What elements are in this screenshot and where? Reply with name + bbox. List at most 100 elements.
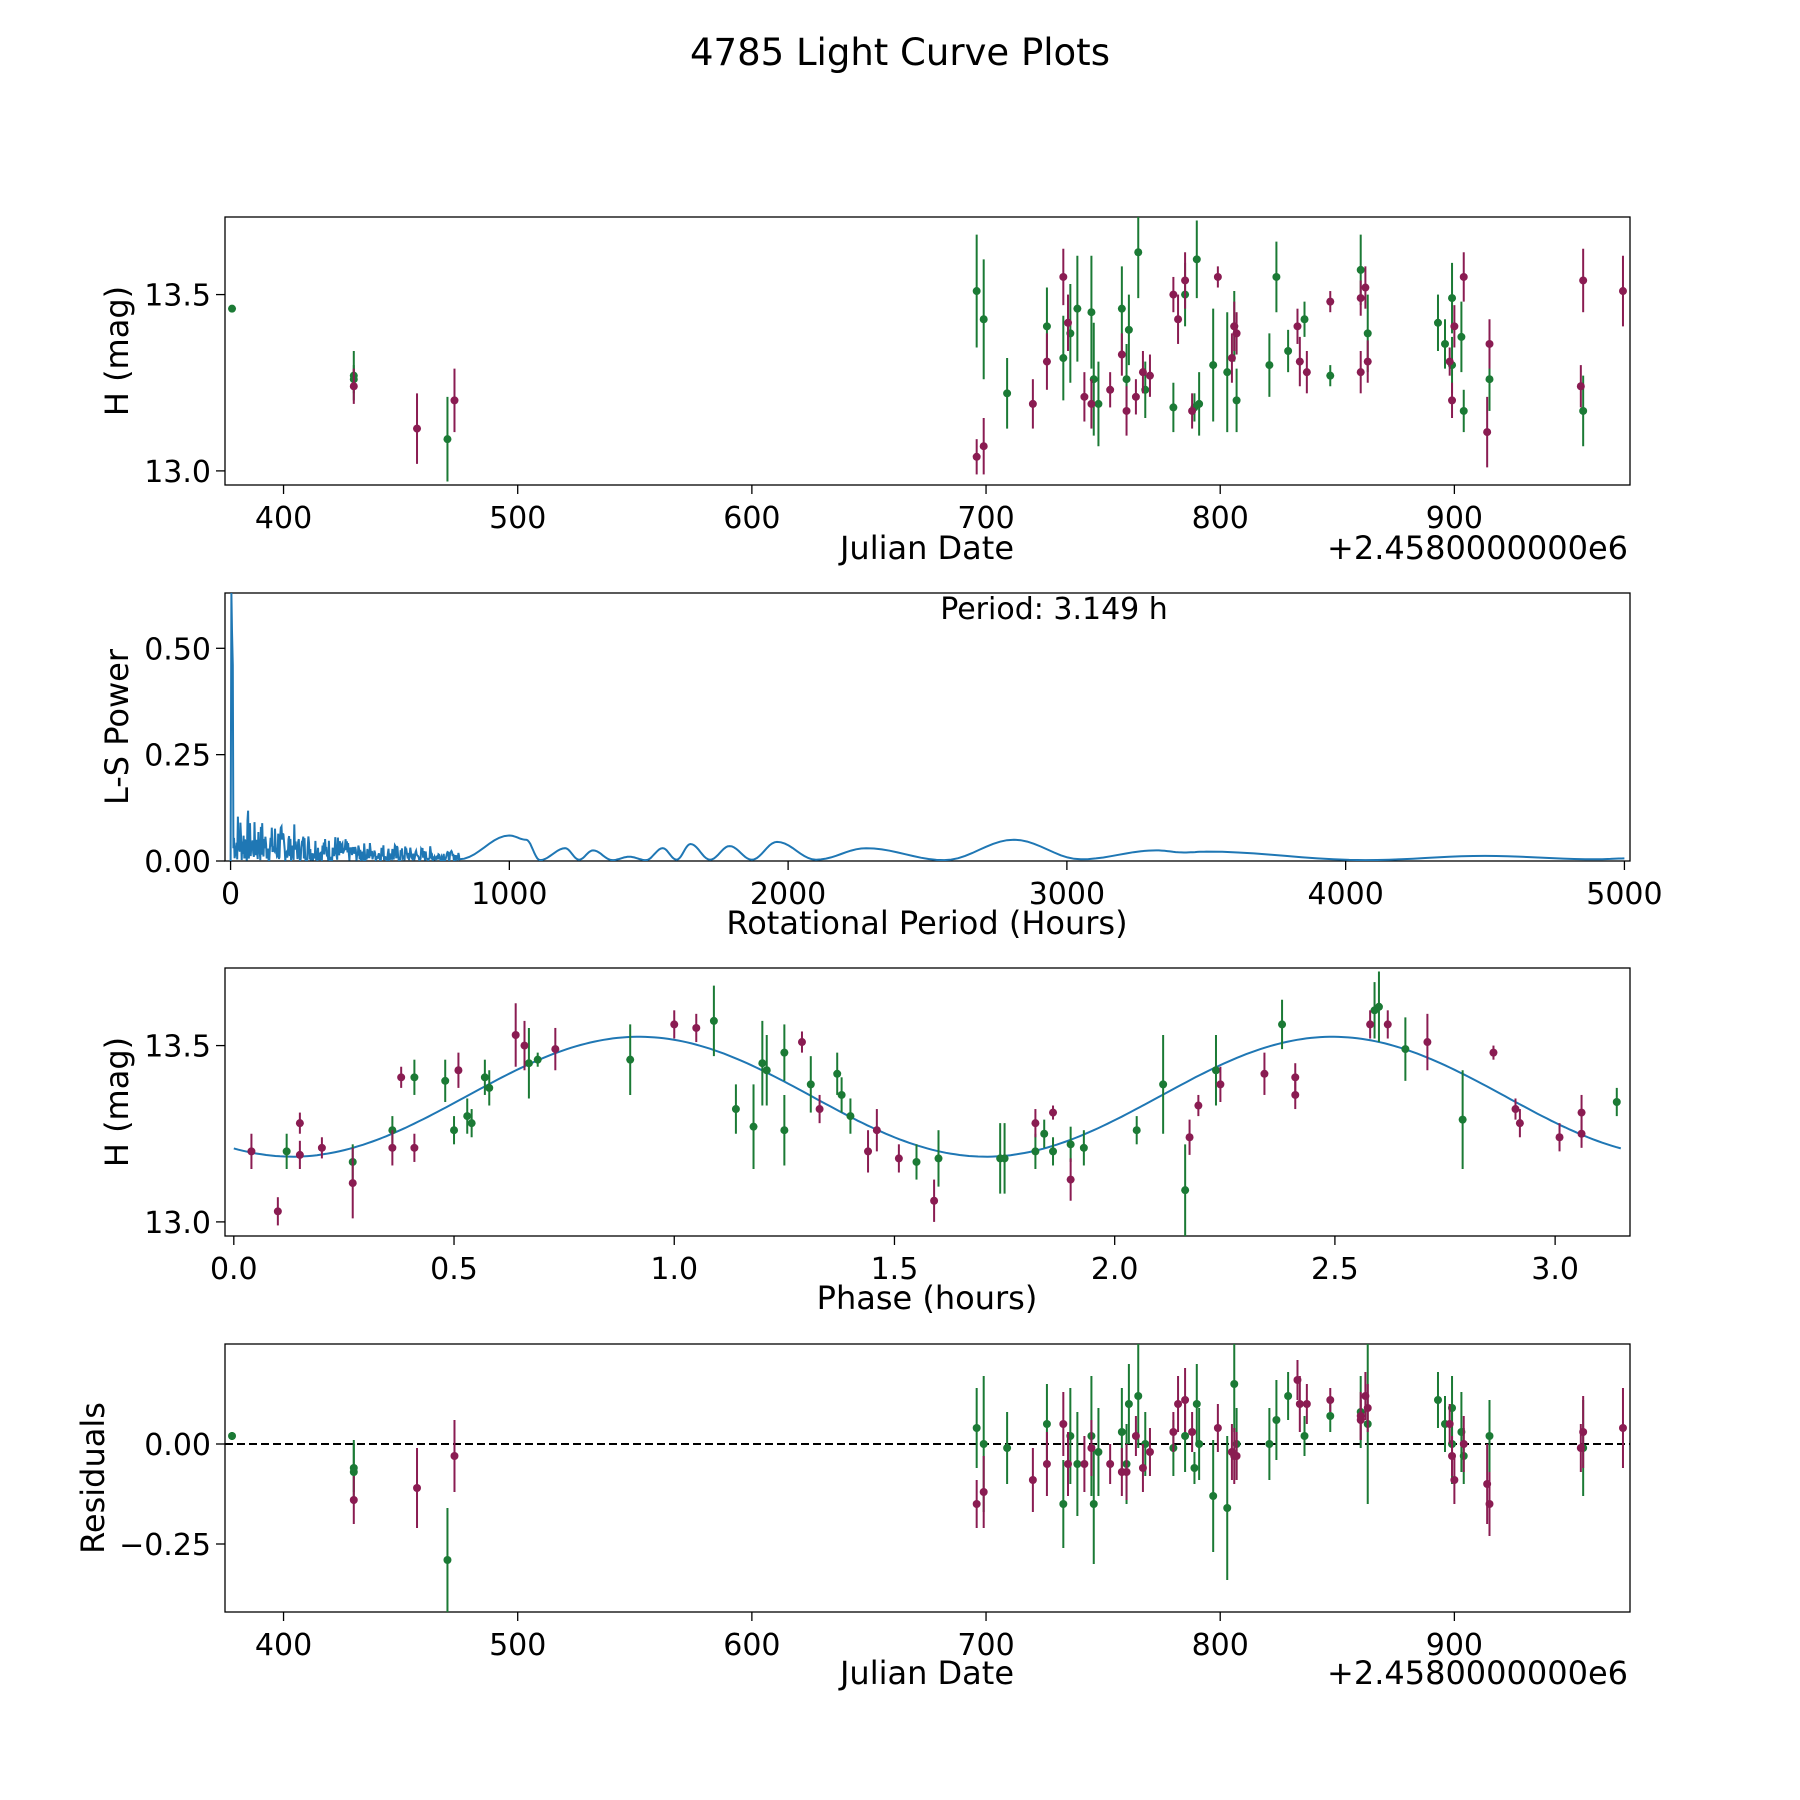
data-point-maroon	[979, 1488, 988, 1496]
data-point-green	[934, 1154, 943, 1163]
data-point-maroon	[1059, 272, 1068, 281]
data-point-maroon	[1326, 1396, 1335, 1404]
data-point-green	[1272, 272, 1281, 281]
data-point-green	[1059, 1500, 1068, 1508]
data-point-maroon	[1618, 287, 1627, 296]
data-point-maroon	[1145, 371, 1154, 380]
data-point-green	[846, 1112, 855, 1121]
data-point-green	[1003, 1444, 1012, 1452]
data-point-maroon	[797, 1038, 806, 1047]
data-point-green	[1326, 371, 1335, 380]
data-point-green	[1181, 1432, 1190, 1440]
residuals-ylabel: Residuals	[74, 1402, 112, 1554]
residuals-ticks: 400 500 600 700 800 900 0.00 −0.25	[119, 1428, 1483, 1663]
data-point-green	[228, 304, 237, 313]
x-tick-label: 600	[723, 1628, 780, 1663]
y-tick-label: 0.25	[144, 739, 211, 774]
data-point-green	[833, 1069, 842, 1078]
data-point-maroon	[1579, 276, 1588, 285]
data-point-maroon	[1213, 1424, 1222, 1432]
data-point-maroon	[1087, 399, 1096, 408]
data-point-green	[1087, 308, 1096, 317]
periodogram-axes-frame	[224, 592, 1631, 862]
data-point-maroon	[1188, 406, 1197, 415]
phased-panel: 0.0 0.5 1.0 1.5 2.0 2.5 3.0 13.0 13.5 H (mag) Ph…	[98, 967, 1631, 1317]
data-point-maroon	[1194, 1101, 1203, 1110]
data-point-maroon	[1106, 385, 1115, 394]
x-tick-label: 3000	[1029, 877, 1105, 912]
data-point-green	[1000, 1154, 1009, 1163]
data-point-maroon	[872, 1126, 881, 1135]
residuals-data-points	[225, 1344, 1630, 1612]
data-point-green	[1441, 339, 1450, 348]
data-point-maroon	[1515, 1119, 1524, 1128]
data-point-green	[1230, 1380, 1239, 1388]
data-point-green	[979, 1440, 988, 1448]
data-point-maroon	[972, 1500, 981, 1508]
data-point-maroon	[413, 424, 422, 433]
data-point-green	[1363, 329, 1372, 338]
data-point-green	[1192, 1400, 1201, 1408]
data-point-maroon	[1450, 322, 1459, 331]
data-point-maroon	[1577, 1108, 1586, 1117]
lightcurve-ylabel: H (mag)	[98, 286, 136, 416]
data-point-maroon	[348, 1179, 357, 1188]
data-point-maroon	[450, 396, 459, 405]
data-point-green	[1356, 265, 1365, 274]
data-point-maroon	[1555, 1133, 1564, 1142]
data-point-green	[1448, 294, 1457, 303]
data-point-green	[1117, 1428, 1126, 1436]
data-point-maroon	[1185, 1133, 1194, 1142]
data-point-green	[1374, 1002, 1383, 1011]
residuals-xlabel: Julian Date	[838, 1654, 1014, 1692]
data-point-green	[1124, 1400, 1133, 1408]
data-point-maroon	[1106, 1460, 1115, 1468]
data-point-maroon	[1489, 1048, 1498, 1057]
data-point-green	[972, 287, 981, 296]
data-point-green	[349, 1464, 358, 1472]
data-point-maroon	[1049, 1108, 1058, 1117]
data-point-green	[1209, 1492, 1218, 1500]
data-point-maroon	[1064, 1460, 1072, 1468]
residuals-x-offset: +2.4580000000e6	[1327, 1654, 1628, 1692]
data-point-maroon	[1181, 1396, 1190, 1404]
data-point-maroon	[1028, 1476, 1037, 1484]
data-point-green	[1265, 361, 1274, 370]
data-point-green	[1134, 1392, 1143, 1400]
data-point-maroon	[454, 1066, 463, 1075]
x-tick-label: 800	[1192, 1628, 1249, 1663]
data-point-maroon	[1618, 1424, 1627, 1432]
data-point-green	[758, 1059, 767, 1068]
data-point-green	[1117, 304, 1126, 313]
data-point-green	[709, 1016, 718, 1025]
data-point-green	[1300, 1432, 1309, 1440]
data-point-maroon	[1483, 428, 1492, 437]
data-point-maroon	[520, 1041, 529, 1050]
data-point-maroon	[1087, 1444, 1096, 1452]
data-point-maroon	[1295, 357, 1304, 366]
data-point-maroon	[692, 1023, 701, 1032]
data-point-green	[1073, 304, 1082, 313]
data-point-green	[1612, 1098, 1621, 1106]
data-point-green	[1089, 1500, 1098, 1508]
data-point-maroon	[295, 1150, 304, 1159]
data-point-maroon	[1169, 1428, 1178, 1436]
data-point-maroon	[1485, 1500, 1494, 1508]
x-tick-label: 2.5	[1311, 1252, 1359, 1287]
data-point-maroon	[413, 1484, 422, 1492]
data-point-maroon	[1356, 1412, 1365, 1420]
data-point-maroon	[1577, 1129, 1586, 1138]
data-point-maroon	[1181, 276, 1190, 285]
data-point-maroon	[1302, 1400, 1311, 1408]
x-tick-label: 500	[489, 501, 546, 536]
y-tick-label: 0.00	[144, 845, 211, 880]
data-point-green	[1485, 1432, 1494, 1440]
data-point-green	[1232, 396, 1241, 405]
data-point-green	[1457, 332, 1466, 341]
periodogram-ylabel: L-S Power	[98, 648, 136, 805]
sinusoid-fit-line	[233, 1035, 1622, 1158]
data-point-green	[1094, 399, 1103, 408]
data-point-maroon	[1122, 1468, 1131, 1476]
data-point-green	[1094, 1448, 1103, 1456]
